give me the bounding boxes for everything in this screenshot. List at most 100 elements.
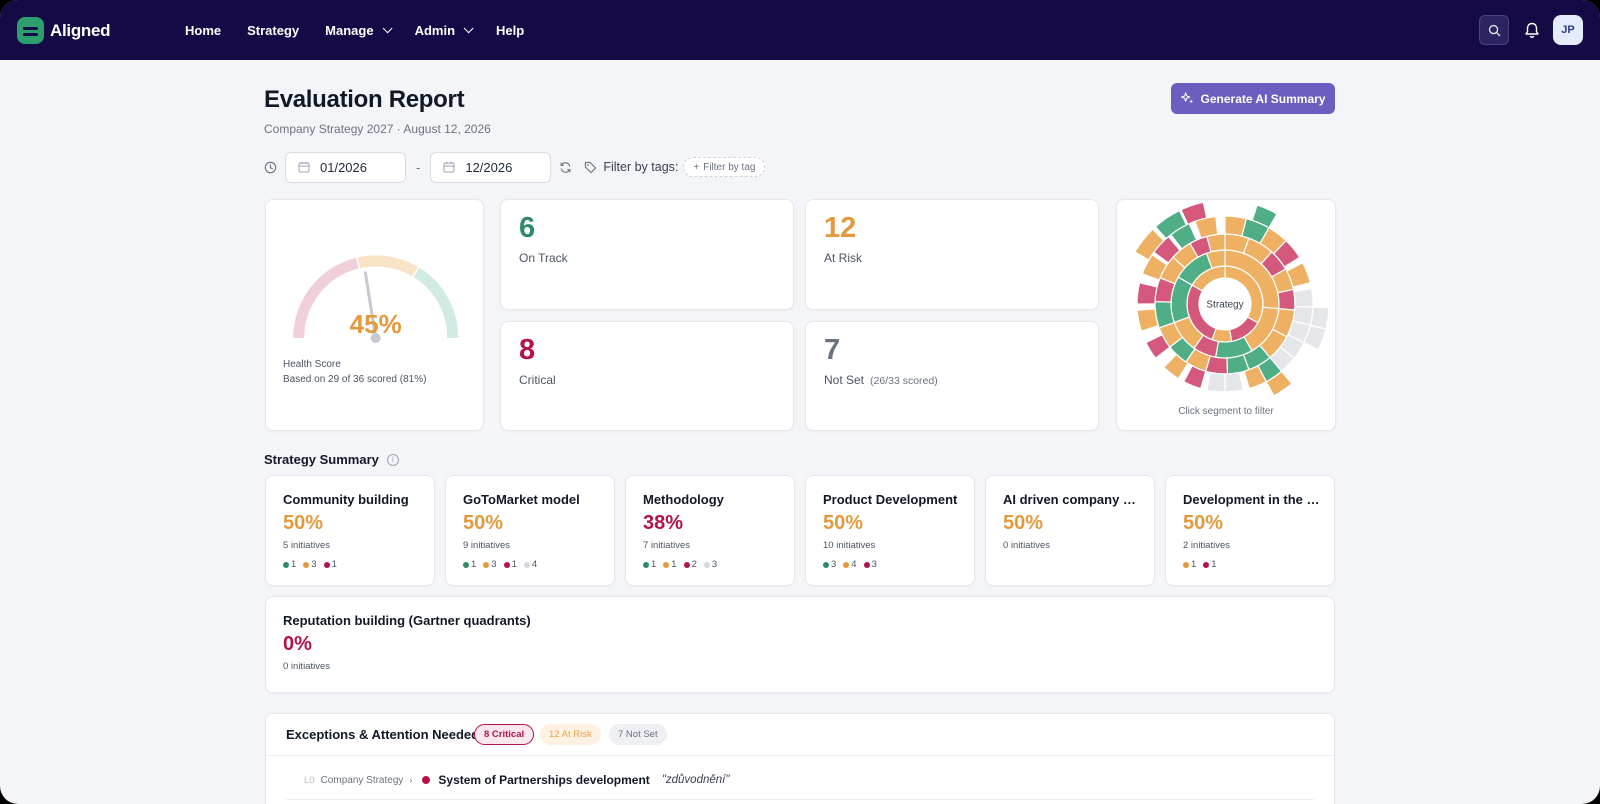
status-dot [503, 561, 510, 568]
top-nav: Aligned Home Strategy Manage Admin Help … [0, 0, 1600, 60]
sunburst-segment[interactable] [1136, 308, 1160, 332]
status-count-value: 1 [291, 559, 297, 570]
stat-card-not-set[interactable]: 7 Not Set (26/33 scored) [805, 321, 1099, 431]
nav-strategy[interactable]: Strategy [247, 23, 299, 38]
summary-card-dots: 1 3 1 4 [463, 559, 537, 570]
sunburst-segment[interactable] [1136, 281, 1158, 305]
sunburst-segment[interactable] [1145, 333, 1171, 360]
sunburst-segment[interactable] [1180, 201, 1208, 226]
stat-card-at-risk[interactable]: 12 At Risk [805, 199, 1099, 310]
summary-card[interactable]: Development in the n... 50% 2 initiative… [1165, 475, 1335, 586]
exception-note: "zdůvodnění" [661, 774, 730, 786]
status-dot [663, 561, 670, 568]
nav-admin[interactable]: Admin [415, 23, 474, 38]
summary-card-dots: 1 1 [1183, 559, 1217, 570]
summary-card[interactable]: Methodology 38% 7 initiatives 1 1 2 3 [625, 475, 795, 586]
stat-card-on-track[interactable]: 6 On Track [500, 199, 794, 310]
not-set-label: Not Set [824, 373, 865, 387]
notifications-button[interactable] [1520, 18, 1544, 42]
filter-by-tag-button[interactable]: + Filter by tag [683, 157, 766, 177]
sunburst-segment[interactable] [1243, 364, 1268, 390]
divider [286, 799, 1314, 800]
filter-pill-at-risk[interactable]: 12 At Risk [540, 724, 601, 745]
gauge-pivot [370, 333, 381, 343]
status-count: 2 [683, 559, 697, 570]
sunburst-segment[interactable] [1265, 370, 1293, 397]
stat-card-critical[interactable]: 8 Critical [500, 321, 794, 431]
summary-card-dots: 1 3 1 [283, 559, 337, 570]
status-count: 4 [843, 559, 857, 570]
sunburst-segment[interactable] [1141, 253, 1168, 281]
summary-card-name: Product Development [823, 492, 958, 507]
breadcrumb[interactable]: Company Strategy [320, 774, 404, 786]
status-count-value: 4 [851, 559, 857, 570]
status-dot [463, 561, 469, 568]
brand-logo[interactable]: Aligned [17, 17, 111, 44]
nav-help[interactable]: Help [496, 23, 524, 38]
sunburst-segment[interactable] [1163, 353, 1189, 380]
health-gauge: 45% [293, 255, 459, 343]
sunburst-segment[interactable] [1182, 364, 1207, 390]
status-count-value: 3 [831, 559, 837, 570]
exceptions-title: Exceptions & Attention Needed [286, 727, 480, 742]
date-from-input[interactable]: 01/2026 [285, 151, 406, 183]
avatar[interactable]: JP [1553, 15, 1583, 45]
status-dot [843, 561, 850, 568]
status-dot [683, 561, 690, 568]
sunburst-segment[interactable] [1277, 288, 1296, 311]
on-track-count: 6 [519, 212, 536, 244]
info-icon[interactable]: i [386, 453, 399, 466]
sunburst-segment[interactable] [1272, 239, 1301, 268]
logo-icon [17, 17, 44, 44]
sunburst-chart[interactable]: Strategy [1117, 200, 1337, 400]
filter-pill-critical[interactable]: 8 Critical [474, 724, 535, 745]
summary-card-percent: 50% [1003, 512, 1044, 534]
health-score-card: 45% Health Score Based on 29 of 36 score… [265, 199, 484, 431]
exception-row[interactable]: L0 Company Strategy › System of Partners… [304, 773, 729, 787]
summary-card-initiatives: 10 initiatives [823, 540, 876, 551]
search-button[interactable] [1479, 15, 1509, 45]
status-dot [1183, 561, 1189, 568]
nav-manage[interactable]: Manage [325, 22, 393, 38]
sunburst-segment[interactable] [1303, 324, 1327, 351]
sunburst-center[interactable] [1200, 279, 1250, 329]
summary-card[interactable]: Community building 50% 5 initiatives 1 3… [265, 475, 435, 586]
divider [266, 755, 1334, 756]
summary-card[interactable]: GoToMarket model 50% 9 initiatives 1 3 1… [445, 475, 615, 586]
sunburst-caption: Click segment to filter [1178, 406, 1274, 417]
nav-manage-label: Manage [325, 22, 374, 38]
sunburst-segment[interactable] [1251, 204, 1278, 229]
summary-card[interactable]: Product Development 50% 10 initiatives 3… [805, 475, 975, 586]
status-dot [643, 561, 649, 568]
critical-label: Critical [519, 373, 556, 387]
status-count: 1 [1203, 559, 1217, 570]
summary-card[interactable]: AI driven company op... 50% 0 initiative… [985, 475, 1155, 586]
at-risk-label: At Risk [824, 251, 863, 265]
summary-card-percent: 0% [283, 633, 312, 655]
chevron-down-icon [463, 22, 474, 33]
sunburst-segment[interactable] [1224, 371, 1245, 393]
summary-card-wide[interactable]: Reputation building (Gartner quadrants) … [265, 596, 1335, 693]
status-count-value: 1 [671, 559, 677, 570]
refresh-icon[interactable] [559, 161, 572, 174]
nav-home-label: Home [185, 22, 222, 38]
summary-card-initiatives: 0 initiatives [283, 661, 330, 672]
on-track-label: On Track [519, 251, 568, 265]
sunburst-segment[interactable] [1293, 288, 1314, 308]
filter-pill-not-set[interactable]: 7 Not Set [609, 724, 667, 745]
sunburst-segment[interactable] [1285, 261, 1312, 288]
sunburst-segment[interactable] [1154, 209, 1188, 240]
status-dot [863, 561, 870, 568]
status-count: 3 [483, 559, 497, 570]
sunburst-segment[interactable] [1134, 228, 1165, 261]
status-count: 1 [503, 559, 517, 570]
date-to-input[interactable]: 12/2026 [430, 151, 552, 183]
status-count-value: 3 [711, 559, 718, 570]
generate-ai-summary-button[interactable]: Generate AI Summary [1171, 83, 1335, 114]
sunburst-segment[interactable] [1205, 371, 1226, 393]
nav-help-label: Help [496, 22, 525, 38]
nav-home[interactable]: Home [185, 23, 221, 38]
nav-links: Home Strategy Manage Admin Help [185, 0, 524, 60]
status-count-value: 1 [511, 559, 517, 570]
